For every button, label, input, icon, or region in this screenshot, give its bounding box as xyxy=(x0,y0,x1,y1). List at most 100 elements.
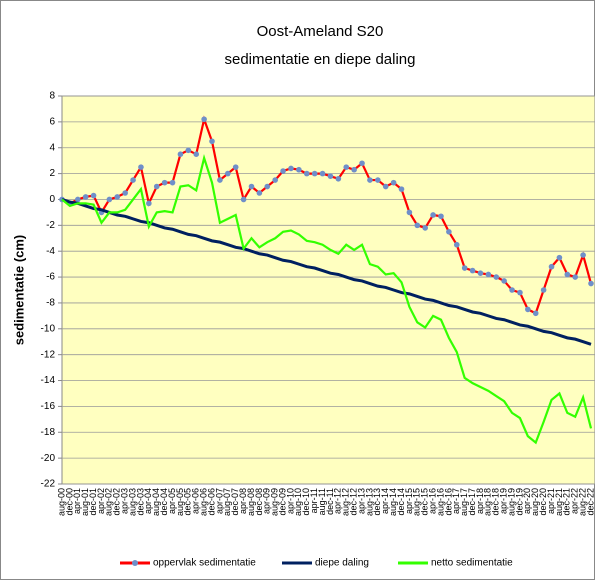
x-tick-label: apr-15 xyxy=(404,488,414,514)
y-tick-label: 2 xyxy=(49,168,55,179)
y-tick-label: -18 xyxy=(41,427,56,438)
y-tick-label: 0 xyxy=(49,194,55,205)
x-tick-label: aug-02 xyxy=(104,488,114,516)
data-point xyxy=(580,252,586,258)
x-tick-label: apr-08 xyxy=(238,488,248,514)
x-tick-label: aug-09 xyxy=(270,488,280,516)
y-tick-label: -4 xyxy=(46,246,55,257)
y-tick-label: 6 xyxy=(49,117,55,128)
legend: oppervlak sedimentatie diepe daling nett… xyxy=(120,558,513,569)
series-line xyxy=(61,154,593,445)
legend-label: oppervlak sedimentatie xyxy=(153,558,256,569)
x-tick-label: dec-17 xyxy=(467,488,477,516)
x-tick-label: aug-03 xyxy=(127,488,137,516)
x-tick-label: aug-10 xyxy=(293,488,303,516)
x-tick-label: dec-10 xyxy=(301,488,311,516)
x-tick-label: aug-19 xyxy=(506,488,516,516)
x-tick-label: aug-14 xyxy=(388,488,398,516)
data-point xyxy=(414,222,421,229)
x-tick-label: aug-17 xyxy=(459,488,469,516)
data-point xyxy=(540,287,547,293)
data-point xyxy=(146,200,152,207)
x-tick-label: aug-05 xyxy=(175,488,185,516)
data-point xyxy=(193,151,200,157)
y-tick-label: -14 xyxy=(41,375,56,386)
x-tick-label: dec-08 xyxy=(254,488,264,516)
x-tick-label: apr-21 xyxy=(546,488,556,514)
x-tick-label: apr-20 xyxy=(522,488,532,514)
data-point xyxy=(122,190,128,196)
x-tick-label: apr-11 xyxy=(309,488,319,513)
x-tick-label: dec-06 xyxy=(206,488,216,516)
data-point xyxy=(375,177,381,183)
x-tick-label: apr-17 xyxy=(451,488,461,514)
data-point xyxy=(217,177,223,183)
data-point xyxy=(161,179,168,186)
data-point xyxy=(319,170,326,177)
data-point xyxy=(359,160,365,167)
data-point xyxy=(453,241,460,248)
data-point xyxy=(288,165,294,172)
data-point xyxy=(517,289,523,296)
x-tick-label: dec-22 xyxy=(585,488,595,516)
data-point xyxy=(430,212,436,218)
x-tick-label: dec-09 xyxy=(277,488,287,516)
series xyxy=(59,115,594,317)
y-tick-label: -8 xyxy=(46,298,55,309)
chart-subtitle: sedimentatie en diepe daling xyxy=(225,51,416,68)
x-tick-label: aug-04 xyxy=(151,488,161,516)
x-tick-label: dec-15 xyxy=(420,488,430,516)
x-tick-label: aug-06 xyxy=(198,488,208,516)
data-point xyxy=(248,183,255,190)
x-tick-label: dec-20 xyxy=(538,488,548,516)
x-tick-label: aug-01 xyxy=(80,488,90,516)
data-point xyxy=(185,147,192,154)
x-tick-label: dec-01 xyxy=(88,488,98,516)
data-point xyxy=(572,274,579,280)
data-point xyxy=(469,267,476,274)
y-tick-label: -2 xyxy=(46,220,55,231)
x-tick-label: aug-21 xyxy=(554,488,564,516)
data-point xyxy=(327,173,334,179)
data-point xyxy=(106,196,113,203)
x-tick-label: dec-16 xyxy=(443,488,453,516)
data-point xyxy=(525,306,531,313)
data-point xyxy=(351,166,357,173)
series xyxy=(61,154,593,445)
x-tick-label: apr-12 xyxy=(333,488,343,514)
data-point xyxy=(477,270,484,276)
data-point xyxy=(232,164,239,170)
data-point xyxy=(406,209,413,216)
y-tick-label: -22 xyxy=(41,479,56,490)
data-point xyxy=(74,196,81,203)
x-tick-label: aug-00 xyxy=(56,488,66,516)
x-tick-label: aug-12 xyxy=(341,488,351,516)
x-tick-label: dec-07 xyxy=(230,488,240,516)
data-point xyxy=(303,170,310,177)
data-point xyxy=(225,170,231,177)
x-tick-label: apr-16 xyxy=(427,488,437,514)
x-tick-label: dec-04 xyxy=(159,488,169,516)
y-tick-label: -10 xyxy=(41,323,56,334)
data-point xyxy=(280,168,286,174)
plot-area xyxy=(61,95,595,485)
data-point xyxy=(438,213,444,220)
data-point xyxy=(532,310,539,317)
x-tick-label: apr-02 xyxy=(96,488,106,514)
data-point xyxy=(367,177,373,183)
data-point xyxy=(446,229,452,235)
y-tick-label: -12 xyxy=(41,349,56,360)
data-point xyxy=(256,190,263,196)
x-tick-label: dec-00 xyxy=(64,488,74,516)
data-point xyxy=(493,274,500,280)
x-tick-label: aug-20 xyxy=(530,488,540,516)
data-point xyxy=(335,175,342,182)
data-point xyxy=(90,192,97,199)
data-point xyxy=(177,151,184,157)
x-tick-label: apr-01 xyxy=(72,488,82,514)
y-tick-label: 4 xyxy=(49,142,55,153)
data-point xyxy=(272,177,278,183)
data-point xyxy=(114,194,121,200)
y-axis-label: sedimentatie (cm) xyxy=(11,235,26,346)
x-tick-label: apr-09 xyxy=(262,488,272,514)
